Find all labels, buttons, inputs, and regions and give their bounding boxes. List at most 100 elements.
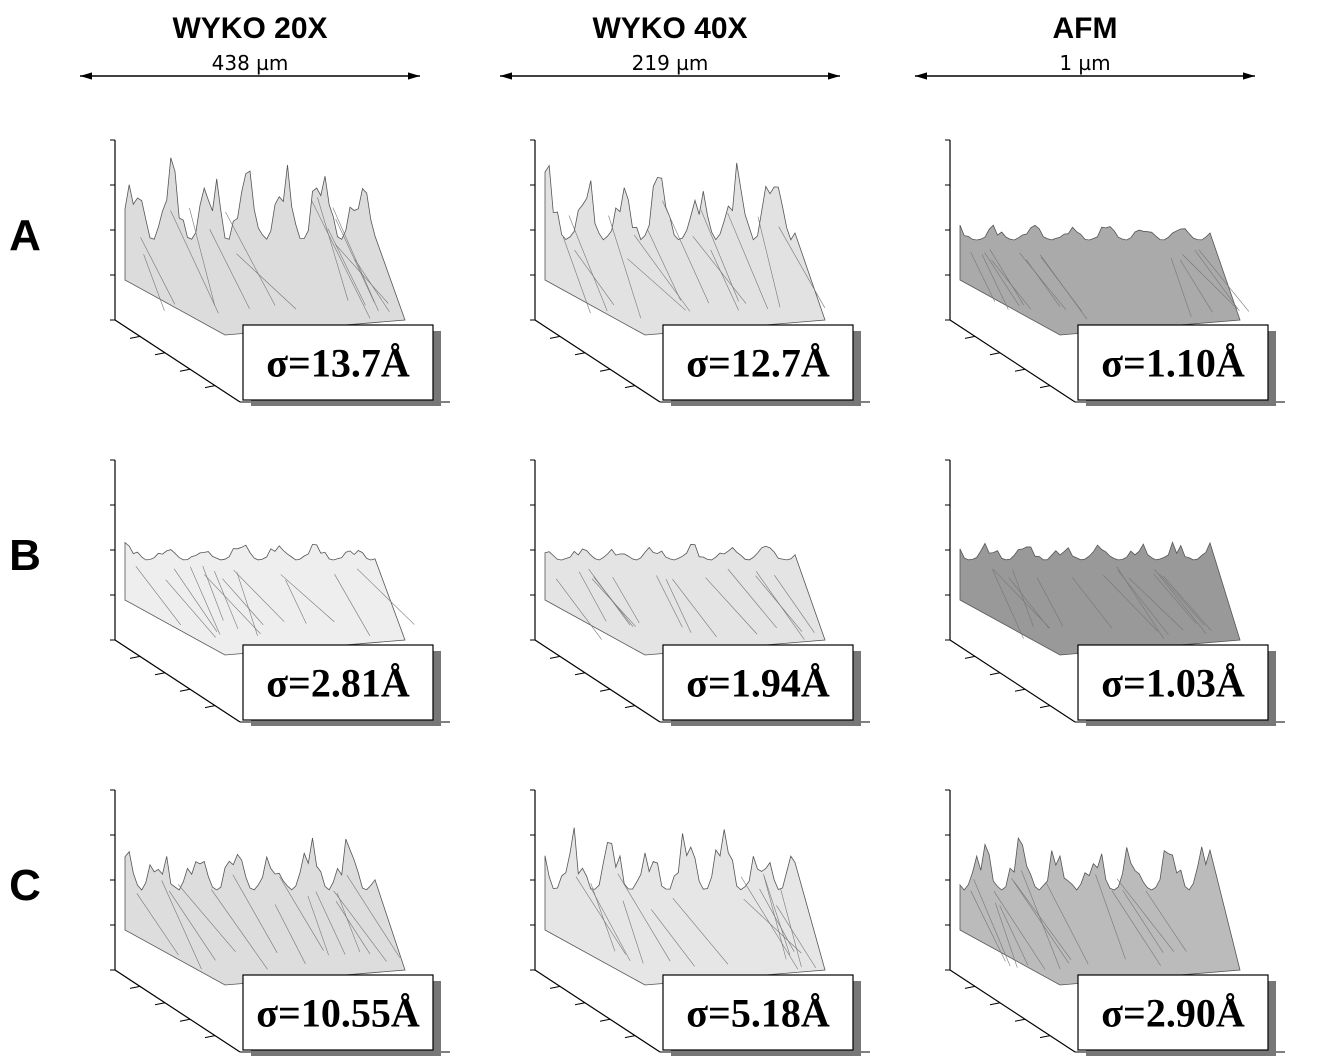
surface-ridge [1117, 569, 1169, 635]
surface-ridge [236, 572, 258, 636]
x-axis [114, 319, 241, 403]
surface-ridge [591, 578, 636, 627]
surface-ridge [993, 891, 1046, 970]
row-label: A [9, 211, 41, 260]
x-tick [599, 1018, 611, 1022]
surface-ridge [578, 571, 607, 622]
surface [124, 837, 406, 986]
surface-ridge [1159, 573, 1205, 626]
sigma-box [662, 974, 854, 1051]
surface-ridge [622, 900, 644, 964]
surface-plot: σ=5.18Å [530, 789, 870, 1056]
surface-ridge [1025, 259, 1061, 308]
surface [124, 541, 406, 656]
surface-ridge [1116, 878, 1175, 952]
surface-plot: σ=1.10Å [945, 139, 1285, 406]
surface-ridge [161, 880, 202, 970]
surface-ridge [214, 571, 239, 630]
scale-label: 438 µm [212, 51, 289, 75]
surface-ridge [177, 884, 236, 952]
surface-ridge [317, 197, 349, 301]
surface-ridge [1011, 878, 1070, 964]
surface-ridge [568, 215, 608, 312]
surface-plot: σ=10.55Å [110, 789, 450, 1056]
surface-ridge [970, 890, 1006, 962]
surface-ridge [1111, 890, 1162, 967]
surface-ridge [1179, 259, 1213, 313]
surface-ridge [1103, 575, 1159, 632]
x-axis [534, 639, 661, 723]
surface [544, 162, 826, 336]
surface-ridge [232, 874, 278, 953]
sigma-label: σ=1.94Å [686, 661, 830, 706]
surface-ridge [315, 891, 346, 955]
surface-ridge [189, 207, 216, 306]
sigma-label: σ=1.03Å [1101, 661, 1245, 706]
surface-ridge [1019, 252, 1067, 311]
surface-ridge [236, 253, 297, 310]
sigma-box [662, 644, 854, 721]
surface-ridge [225, 211, 276, 306]
surface-ridge [757, 216, 781, 308]
sigma-label: σ=12.7Å [686, 341, 830, 386]
x-tick [624, 1035, 636, 1039]
surface-ridge [989, 249, 1024, 306]
x-axis [949, 639, 1076, 723]
surface-ridge [1008, 577, 1050, 629]
surface-ridge [280, 574, 335, 623]
sigma-label: σ=2.81Å [266, 661, 410, 706]
x-tick [129, 655, 141, 659]
surface-ridge [1162, 575, 1212, 631]
x-axis [114, 639, 241, 723]
surface-ridge [136, 893, 179, 956]
surface-ridge [575, 876, 626, 955]
surface-ridge [970, 252, 996, 302]
row-label: C [9, 861, 41, 910]
surface-ridge [588, 568, 631, 626]
surface-ridge [992, 568, 1050, 629]
surface-ridge [743, 898, 802, 954]
surface-ridge [776, 905, 817, 969]
surface-ridge [778, 226, 826, 308]
x-tick [989, 672, 1001, 676]
surface-ridge [202, 565, 224, 621]
surface-ridge [647, 229, 681, 301]
x-tick [179, 688, 191, 692]
surface-ridge [173, 568, 218, 632]
surface-ridge [590, 882, 616, 952]
column-title: WYKO 20X [172, 12, 327, 45]
x-axis [114, 969, 241, 1053]
surface-ridge [346, 874, 401, 958]
x-tick [599, 688, 611, 692]
x-axis [534, 319, 661, 403]
surface-ridge [633, 234, 691, 312]
x-tick [574, 352, 586, 356]
x-tick [1039, 385, 1051, 389]
surface-ridge [279, 876, 324, 951]
x-tick [964, 985, 976, 989]
surface-ridge [672, 578, 717, 637]
surface-ridge [994, 902, 1018, 968]
surface-ridge [335, 218, 375, 303]
surface-ridge [662, 200, 710, 304]
column-title: WYKO 40X [592, 12, 747, 45]
surface-ridge [710, 249, 739, 311]
surface-ridge [1154, 569, 1207, 635]
surface-ridge [608, 215, 642, 319]
x-axis [534, 969, 661, 1053]
surface-ridge [1128, 577, 1184, 631]
surface-ridge [135, 566, 182, 626]
x-tick [204, 1035, 216, 1039]
x-tick [1014, 688, 1026, 692]
surface-ridge [1122, 889, 1164, 953]
surface-ridge [574, 250, 615, 306]
surface-ridge [170, 210, 219, 314]
sigma-label: σ=2.90Å [1101, 991, 1245, 1036]
surface-ridge [1072, 577, 1113, 629]
surface-ridge [1182, 254, 1238, 310]
sigma-box [1077, 324, 1269, 401]
surface-ridge [274, 904, 306, 964]
surface-ridge [334, 574, 371, 636]
surface-ridge [1198, 249, 1250, 312]
